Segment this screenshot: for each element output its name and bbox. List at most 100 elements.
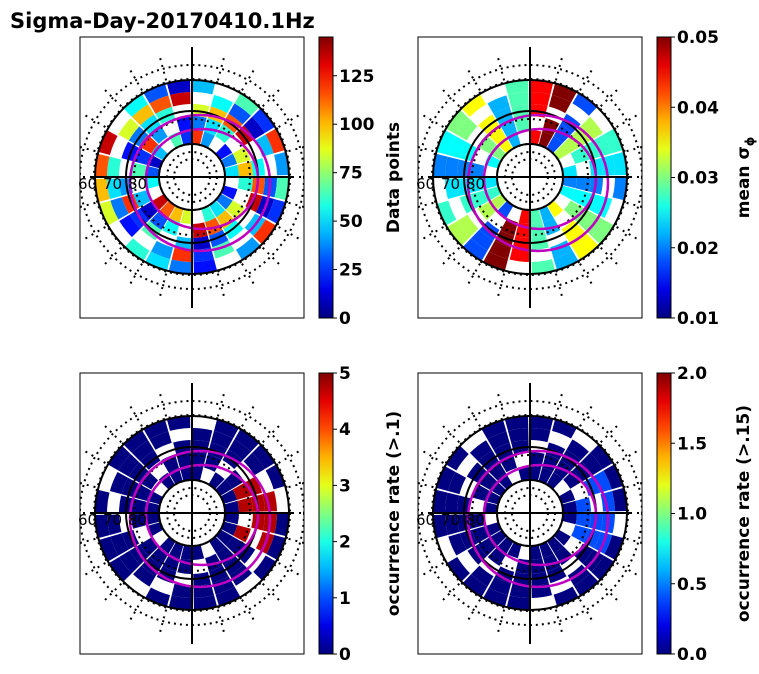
heatmap-cell — [484, 186, 502, 201]
panel-mean-sigma: 60 70 80 0.01 0.02 0.03 0.04 0.05 mean σϕ — [416, 28, 757, 329]
oval-inner — [482, 463, 598, 567]
colorbar-tick-label: 5 — [339, 364, 351, 384]
heatmap-cell — [554, 546, 574, 566]
heatmap-cell — [146, 522, 164, 537]
plot-area — [418, 383, 642, 644]
colorbar-tick-label: 0.5 — [677, 575, 707, 595]
colorbar-label: occurrence rate (>.15) — [734, 405, 754, 622]
heatmap-cell — [148, 124, 168, 144]
heatmap-cell — [215, 143, 233, 160]
heatmap-cell — [179, 466, 192, 482]
heatmap-cell — [433, 514, 448, 539]
heatmap-cell — [119, 214, 141, 238]
meridian-tick — [554, 273, 564, 298]
heatmap-cell — [531, 259, 556, 274]
colorbar — [318, 372, 334, 655]
heatmap-cell — [139, 470, 159, 490]
meridian-tick — [241, 263, 256, 286]
meridian-tick — [421, 449, 444, 464]
colorbar-tick-label: 0 — [339, 645, 351, 665]
heatmap-cell — [220, 185, 238, 200]
heatmap-cell — [95, 178, 110, 203]
colorbar-tick-label: 0.03 — [677, 169, 719, 189]
latitude-label: 70 — [103, 511, 122, 529]
heatmap-cell — [176, 452, 192, 468]
meridian-tick — [579, 599, 594, 622]
heatmap-cell — [543, 553, 561, 572]
heatmap-cell — [180, 209, 192, 224]
colorbar-label: mean σϕ — [734, 137, 757, 219]
heatmap-cell — [530, 130, 542, 145]
heatmap-cell — [192, 428, 213, 443]
heatmap-cell — [205, 553, 223, 572]
meridian-tick — [83, 449, 106, 464]
heatmap-cell — [237, 497, 253, 513]
heatmap-cell — [509, 247, 530, 262]
heatmap-cell — [538, 467, 553, 485]
heatmap-cell — [591, 219, 615, 245]
meridian-tick — [421, 113, 444, 128]
heatmap-cell — [169, 205, 184, 223]
heatmap-cell — [215, 479, 233, 496]
heatmap-cell — [180, 545, 192, 560]
heatmap-cell — [506, 595, 530, 610]
heatmap-cell — [590, 444, 614, 470]
colorbar-tick-label: 100 — [339, 115, 375, 135]
meridian-tick — [288, 201, 304, 209]
heatmap-cell — [145, 513, 161, 526]
heatmap-cell — [487, 431, 510, 450]
meridian-tick — [496, 56, 506, 81]
heatmap-cell — [110, 533, 129, 556]
heatmap-cell — [176, 116, 192, 132]
heatmap-cell — [445, 109, 469, 135]
panel-frame — [417, 36, 643, 319]
heatmap-cell — [477, 134, 497, 154]
heatmap-cell — [448, 533, 467, 556]
heatmap-cell — [98, 536, 119, 562]
heatmap-cell — [151, 144, 169, 161]
heatmap-cell — [612, 487, 627, 512]
meridian-tick — [83, 562, 106, 577]
meridian-tick — [288, 537, 304, 545]
heatmap-cell — [210, 430, 234, 450]
meridian-tick — [616, 226, 639, 241]
colorbar-label: Data points — [384, 122, 404, 233]
heatmap-cell — [131, 104, 155, 126]
heatmap-cell — [107, 445, 131, 471]
heatmap-cell — [224, 513, 239, 525]
heatmap-cell — [558, 489, 576, 504]
meridian-tick — [102, 583, 122, 603]
heatmap-cell — [518, 209, 530, 224]
meridian-tick — [158, 392, 168, 417]
oval-outer — [466, 113, 610, 253]
heatmap-cell — [118, 454, 140, 477]
colorbar — [656, 36, 672, 319]
panel-frame — [79, 36, 305, 319]
latitude-label: 80 — [128, 175, 147, 193]
heatmap-cell — [192, 544, 205, 560]
heatmap-cell — [591, 555, 615, 581]
heatmap-cell — [192, 466, 204, 481]
heatmap-cell — [235, 237, 261, 261]
meridian-tick — [421, 226, 444, 241]
heatmap-cell — [107, 156, 122, 177]
heatmap-cell — [274, 177, 289, 201]
heatmap-cell — [457, 214, 479, 238]
heatmap-cell — [98, 130, 118, 156]
meridian-tick — [421, 562, 444, 577]
heatmap-cell — [133, 565, 156, 587]
latitude-label: 70 — [103, 175, 122, 193]
heatmap-cell — [252, 108, 276, 134]
heatmap-cell — [507, 541, 522, 559]
heatmap-cell — [205, 217, 223, 236]
latitude-label: 70 — [441, 175, 460, 193]
heatmap-cell — [548, 94, 572, 114]
meridian-tick — [626, 201, 642, 209]
heatmap-cell — [159, 200, 176, 218]
heatmap-cell — [223, 164, 239, 177]
heatmap-cell — [530, 92, 551, 107]
heatmap-cell — [456, 118, 478, 141]
heatmap-cell — [445, 445, 469, 471]
heatmap-cell — [546, 136, 563, 154]
heatmap-cell — [530, 544, 543, 560]
